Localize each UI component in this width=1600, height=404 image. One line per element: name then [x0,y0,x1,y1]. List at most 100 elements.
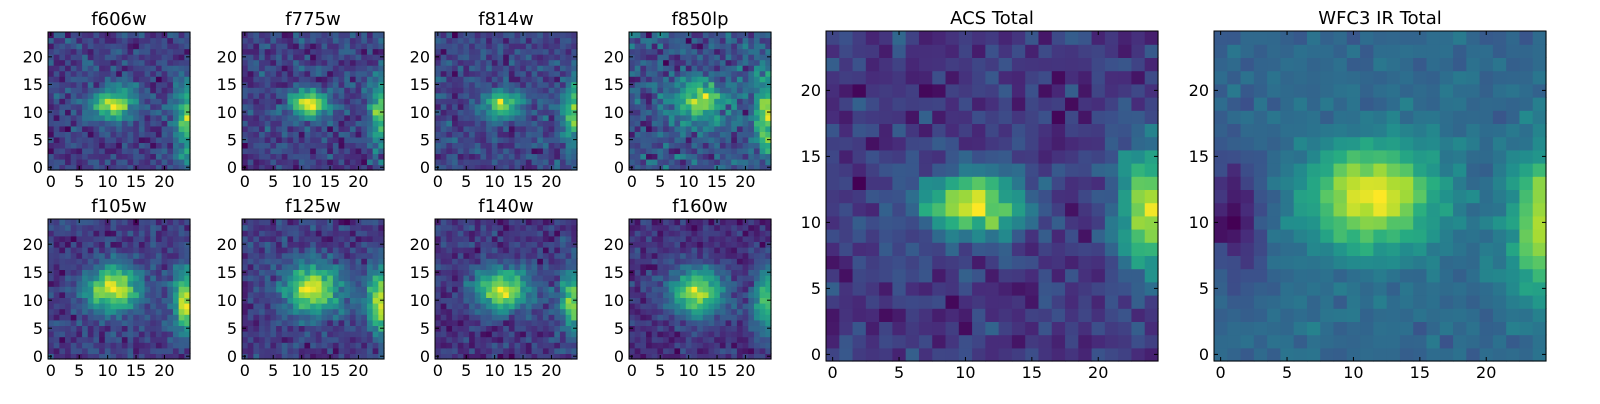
heatmap-cell [754,131,760,137]
heatmap-cell [497,104,503,110]
heatmap-cell [270,43,276,49]
x-tick-label: 20 [541,361,561,380]
heatmap-cell [173,297,179,303]
heatmap-cell [469,43,475,49]
heatmap-cell [435,38,441,44]
heatmap-cell [253,331,259,337]
heatmap-cell [167,93,173,99]
heatmap-cell [486,230,492,236]
heatmap-cell [475,236,481,242]
heatmap-cell [59,247,65,253]
heatmap-cell [282,325,288,331]
heatmap-cell [635,320,641,326]
heatmap-cell [748,153,754,159]
heatmap-cell [76,60,82,66]
heatmap-cell [646,87,652,93]
heatmap-cell [276,43,282,49]
heatmap-cell [356,281,362,287]
heatmap-cell [76,115,82,121]
heatmap-cell [469,348,475,354]
heatmap-cell [537,253,543,259]
heatmap-cell [145,314,151,320]
heatmap-cell [116,65,122,71]
heatmap-cell [71,314,77,320]
heatmap-cell [242,337,248,343]
heatmap-cell [82,82,88,88]
heatmap-cell [452,314,458,320]
heatmap-cell [754,309,760,315]
heatmap-cell [65,153,71,159]
heatmap-cell [720,98,726,104]
heatmap-cell [520,264,526,270]
heatmap-cell [282,286,288,292]
heatmap-cell [344,76,350,82]
heatmap-cell [116,225,122,231]
heatmap-cell [720,275,726,281]
heatmap-cell [492,142,498,148]
heatmap-cell [162,153,168,159]
heatmap-cell [65,65,71,71]
heatmap-cell [93,309,99,315]
heatmap-cell [737,153,743,159]
heatmap-cell [537,337,543,343]
heatmap-cell [691,32,697,38]
heatmap-cell [726,71,732,77]
heatmap-cell [720,87,726,93]
heatmap-cell [697,98,703,104]
heatmap-cell [356,49,362,55]
heatmap-cell [145,241,151,247]
heatmap-cell [526,297,532,303]
heatmap-cell [435,115,441,121]
heatmap-cell [350,54,356,60]
heatmap-cell [731,93,737,99]
heatmap-cell [657,309,663,315]
heatmap-cell [549,153,555,159]
heatmap-cell [635,120,641,126]
heatmap-cell [59,236,65,242]
heatmap-cell [293,275,299,281]
heatmap-cell [167,286,173,292]
heatmap-cell [327,314,333,320]
heatmap-cell [270,325,276,331]
heatmap-cell [452,292,458,298]
heatmap-cell [373,153,379,159]
heatmap-cell [458,87,464,93]
heatmap-cell [54,71,60,77]
heatmap-cell [167,153,173,159]
heatmap-cell [452,54,458,60]
heatmap-cell [657,38,663,44]
heatmap-cell [122,142,128,148]
heatmap-cell [110,93,116,99]
heatmap-cell [480,286,486,292]
heatmap-cell [367,325,373,331]
heatmap-cell [486,65,492,71]
heatmap-cell [162,76,168,82]
heatmap-cell [265,281,271,287]
heatmap-cell [748,126,754,132]
heatmap-cell [543,337,549,343]
heatmap-cell [532,253,538,259]
heatmap-cell [441,275,447,281]
heatmap-cell [299,38,305,44]
x-tick-label: 15 [513,172,533,191]
heatmap-cell [350,314,356,320]
heatmap-cell [276,337,282,343]
heatmap-cell [452,60,458,66]
heatmap-cell [509,292,515,298]
heatmap-cell [133,269,139,275]
heatmap-cell [259,292,265,298]
heatmap-cell [497,320,503,326]
heatmap-cell [156,93,162,99]
heatmap-cell [373,331,379,337]
heatmap-cell [344,219,350,225]
heatmap-cell [59,137,65,143]
heatmap-cell [93,87,99,93]
heatmap-cell [373,38,379,44]
heatmap-cell [110,225,116,231]
heatmap-cell [322,236,328,242]
heatmap-cell [322,148,328,154]
heatmap-cell [59,303,65,309]
heatmap-cell [270,126,276,132]
heatmap-cell [720,54,726,60]
heatmap-cell [293,253,299,259]
